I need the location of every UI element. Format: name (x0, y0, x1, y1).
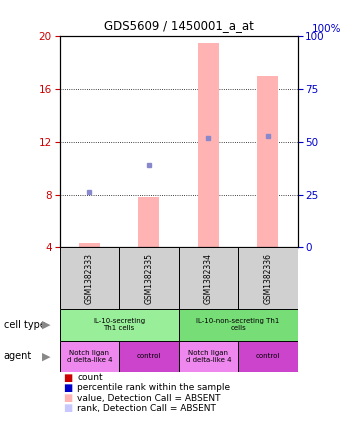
Bar (238, 247, 298, 309)
Bar (257, 76, 278, 247)
Text: rank, Detection Call = ABSENT: rank, Detection Call = ABSENT (77, 404, 216, 413)
Text: count: count (77, 373, 103, 382)
Text: 100%: 100% (312, 24, 341, 34)
Text: GSM1382336: GSM1382336 (263, 253, 272, 304)
Text: ▶: ▶ (42, 352, 51, 361)
Bar (198, 43, 219, 247)
Text: Notch ligan
d delta-like 4: Notch ligan d delta-like 4 (186, 350, 231, 363)
Text: ■: ■ (63, 393, 72, 403)
Bar (178, 309, 298, 341)
Bar (79, 244, 100, 247)
Bar (238, 341, 298, 372)
Text: agent: agent (4, 352, 32, 361)
Title: GDS5609 / 1450001_a_at: GDS5609 / 1450001_a_at (104, 19, 253, 32)
Text: value, Detection Call = ABSENT: value, Detection Call = ABSENT (77, 393, 220, 403)
Bar (119, 247, 178, 309)
Text: GSM1382333: GSM1382333 (85, 253, 94, 304)
Text: ▶: ▶ (42, 320, 51, 330)
Text: control: control (256, 353, 280, 360)
Text: percentile rank within the sample: percentile rank within the sample (77, 383, 230, 393)
Text: ■: ■ (63, 403, 72, 413)
Bar (60, 247, 119, 309)
Text: cell type: cell type (4, 320, 46, 330)
Text: Notch ligan
d delta-like 4: Notch ligan d delta-like 4 (66, 350, 112, 363)
Text: IL-10-non-secreting Th1
cells: IL-10-non-secreting Th1 cells (196, 318, 280, 331)
Text: IL-10-secreting
Th1 cells: IL-10-secreting Th1 cells (93, 318, 145, 331)
Text: ■: ■ (63, 373, 72, 383)
Bar (178, 341, 238, 372)
Text: ■: ■ (63, 383, 72, 393)
Text: control: control (136, 353, 161, 360)
Bar (138, 197, 159, 247)
Text: GSM1382334: GSM1382334 (204, 253, 213, 304)
Bar (60, 309, 178, 341)
Bar (119, 341, 178, 372)
Bar (60, 341, 119, 372)
Bar (178, 247, 238, 309)
Text: GSM1382335: GSM1382335 (144, 253, 153, 304)
